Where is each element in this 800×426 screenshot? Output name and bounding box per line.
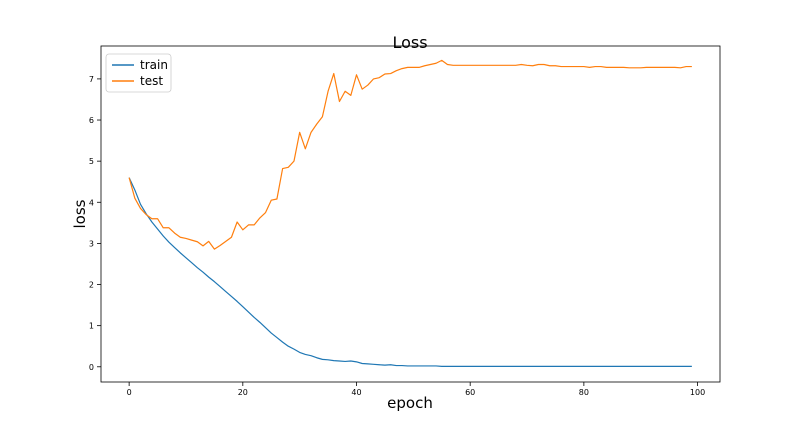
x-axis-label: epoch xyxy=(387,394,433,412)
series-line-train xyxy=(128,177,692,367)
y-tick-label: 6 xyxy=(89,116,94,125)
y-tick-label: 3 xyxy=(89,239,94,248)
y-axis-ticks: 0 1 2 3 4 5 6 7 xyxy=(89,75,101,372)
y-tick-label: 0 xyxy=(89,363,94,372)
x-axis-ticks: 0 20 40 60 80 100 xyxy=(127,382,705,397)
legend-box xyxy=(105,53,172,93)
legend: train test xyxy=(105,53,172,93)
legend-label-train: train xyxy=(140,58,168,72)
y-tick-label: 2 xyxy=(89,281,94,290)
series-layer xyxy=(128,59,692,367)
y-axis-label: loss xyxy=(71,199,89,228)
x-tick-label: 80 xyxy=(579,388,589,397)
x-tick-label: 60 xyxy=(465,388,475,397)
y-tick-label: 1 xyxy=(89,322,94,331)
y-tick-label: 4 xyxy=(89,198,94,207)
x-tick-label: 40 xyxy=(351,388,361,397)
series-line-test xyxy=(128,59,692,250)
plot-frame xyxy=(100,45,721,383)
legend-label-test: test xyxy=(140,74,163,88)
x-tick-label: 20 xyxy=(238,388,248,397)
y-tick-label: 5 xyxy=(89,157,94,166)
chart-title: Loss xyxy=(392,33,427,52)
x-tick-label: 100 xyxy=(690,388,705,397)
y-tick-label: 7 xyxy=(89,75,94,84)
x-tick-label: 0 xyxy=(127,388,132,397)
